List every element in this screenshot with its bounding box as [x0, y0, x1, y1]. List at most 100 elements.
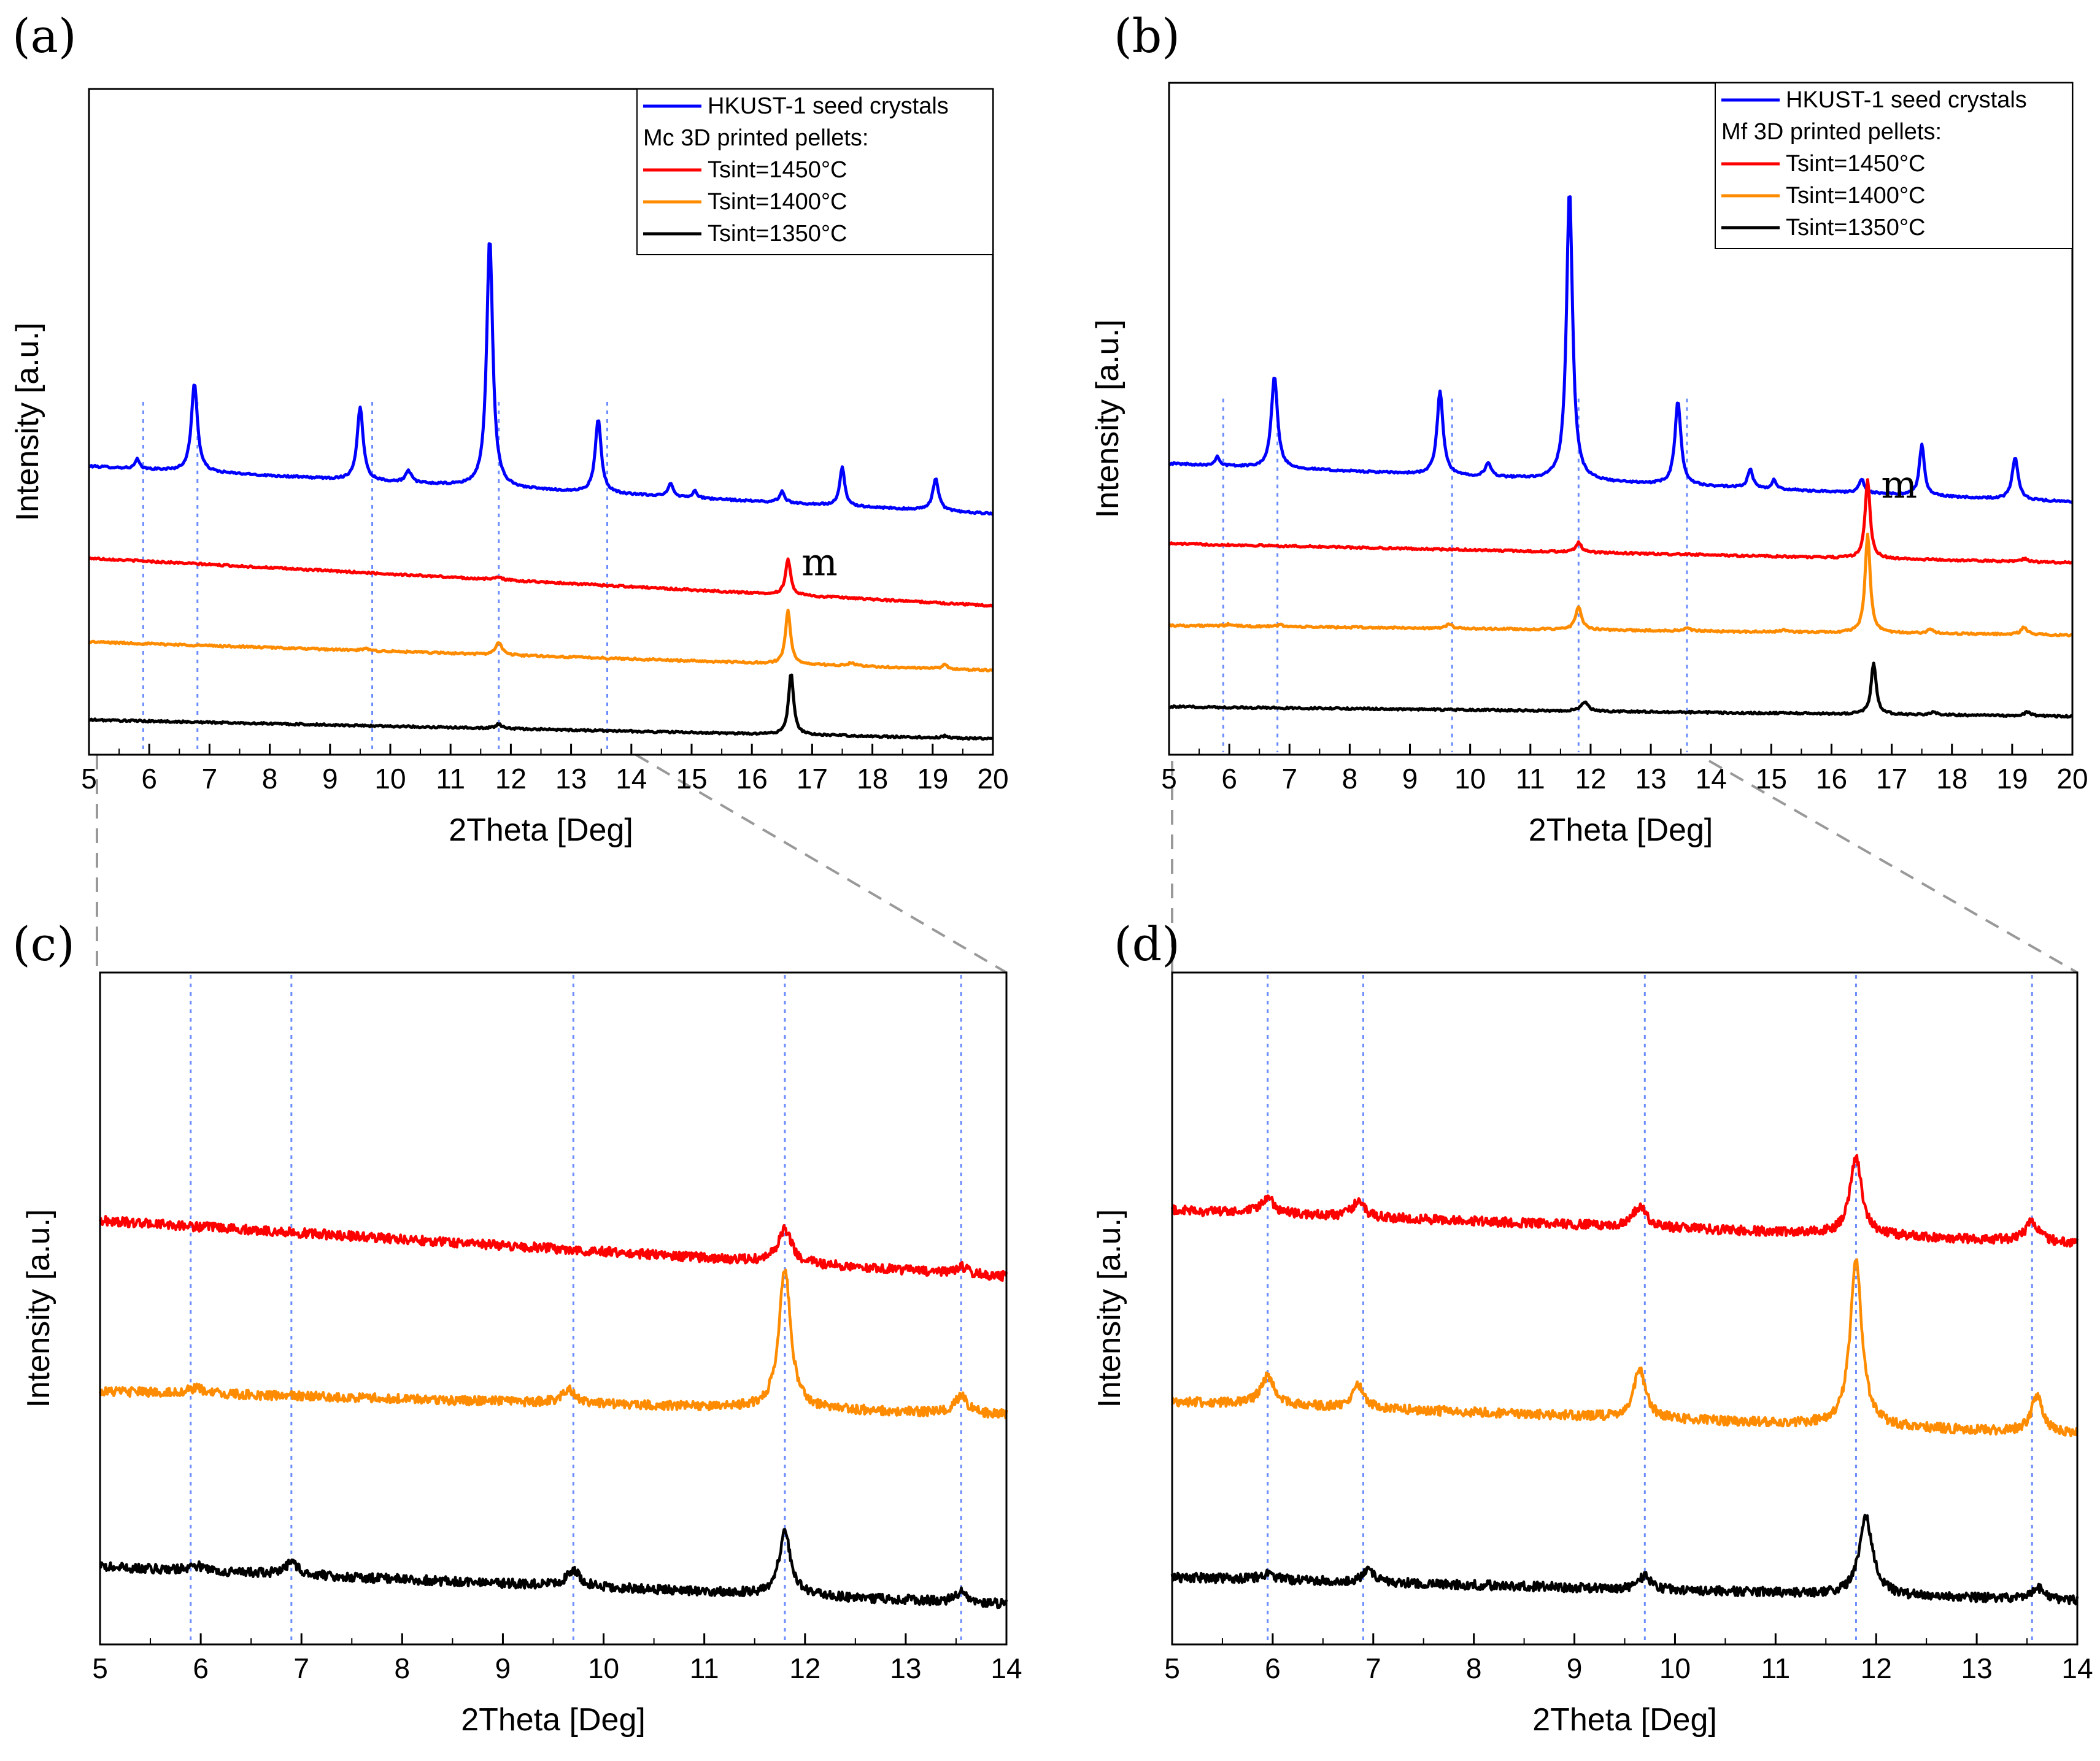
legend-label-a-tsint-1450-c: Tsint=1450°C — [708, 157, 847, 183]
panel-label-a: (a) — [12, 9, 77, 63]
x-tick-label-c-9: 9 — [495, 1652, 511, 1684]
y-axis-title-d: Intensity [a.u.] — [1092, 1209, 1127, 1408]
series-line-b-tsint-1400-c — [1168, 533, 2073, 638]
x-tick-label-a-17: 17 — [797, 763, 828, 795]
x-tick-label-b-7: 7 — [1281, 763, 1297, 795]
x-tick-label-a-6: 6 — [141, 763, 157, 795]
chart-panel-a: (a) m 5 6 7 8 9 10 11 12 13 14 15 16 17 18 19 20 2Theta [D… — [10, 9, 1009, 848]
series-line-d-tsint-1450-c — [1170, 1154, 2079, 1248]
x-tick-label-c-12: 12 — [789, 1652, 820, 1684]
x-tick-label-a-5: 5 — [81, 763, 97, 795]
x-tick-label-a-13: 13 — [555, 763, 587, 795]
x-tick-label-c-13: 13 — [890, 1652, 921, 1684]
series-line-a-tsint-1400-c — [88, 609, 994, 672]
x-axis-title-c: 2Theta [Deg] — [461, 1702, 646, 1738]
x-tick-label-a-15: 15 — [676, 763, 707, 795]
series-line-d-tsint-1350-c — [1170, 1514, 2079, 1606]
x-tick-label-d-11: 11 — [1761, 1652, 1790, 1684]
x-axis-title-b: 2Theta [Deg] — [1529, 812, 1713, 848]
x-tick-label-b-13: 13 — [1635, 763, 1666, 795]
chart-panel-d: (d) 5 6 7 8 9 10 11 12 13 14 2Theta [Deg] Intensity … — [1092, 917, 2093, 1738]
x-tick-label-d-10: 10 — [1659, 1652, 1691, 1684]
x-tick-label-a-18: 18 — [857, 763, 888, 795]
panel-label-b: (b) — [1114, 9, 1180, 63]
legend-box-b — [1715, 82, 2073, 249]
x-tick-label-c-7: 7 — [293, 1652, 309, 1684]
panel-label-d: (d) — [1114, 917, 1180, 971]
x-tick-label-b-15: 15 — [1756, 763, 1787, 795]
x-tick-label-b-8: 8 — [1342, 763, 1358, 795]
legend-subtitle-b: Mf 3D printed pellets: — [1721, 119, 1942, 145]
x-tick-label-b-19: 19 — [1996, 763, 2028, 795]
x-tick-label-a-16: 16 — [736, 763, 768, 795]
x-tick-label-b-5: 5 — [1161, 763, 1177, 795]
x-tick-label-a-19: 19 — [917, 763, 948, 795]
peak-annotation-a: m — [801, 540, 838, 585]
legend-label-b-hkust-1-seed-crystals: HKUST-1 seed crystals — [1786, 87, 2027, 113]
series-line-a-hkust-1-seed-crystals — [88, 242, 994, 516]
chart-panel-b: (b) m 5 6 7 8 9 10 11 12 13 14 15 16 17 18 19 20 2Theta [D… — [1090, 9, 2088, 848]
legend-label-b-tsint-1450-c: Tsint=1450°C — [1786, 151, 1926, 177]
x-tick-label-a-20: 20 — [977, 763, 1008, 795]
x-tick-label-b-6: 6 — [1221, 763, 1237, 795]
x-tick-label-d-13: 13 — [1961, 1652, 1993, 1684]
x-tick-label-b-18: 18 — [1936, 763, 1967, 795]
y-axis-title-a: Intensity [a.u.] — [10, 323, 45, 522]
legend-label-b-tsint-1350-c: Tsint=1350°C — [1786, 215, 1926, 241]
x-tick-label-a-8: 8 — [262, 763, 278, 795]
x-tick-label-c-6: 6 — [193, 1652, 209, 1684]
series-line-c-tsint-1400-c — [98, 1268, 1008, 1420]
panel-label-c: (c) — [12, 917, 75, 971]
x-tick-label-c-8: 8 — [395, 1652, 411, 1684]
zoom-connectors — [96, 753, 2078, 974]
y-axis-title-c: Intensity [a.u.] — [21, 1209, 56, 1408]
x-tick-label-a-10: 10 — [374, 763, 406, 795]
legend-subtitle-a: Mc 3D printed pellets: — [643, 125, 869, 151]
x-tick-label-a-11: 11 — [436, 763, 465, 795]
x-tick-label-c-5: 5 — [92, 1652, 108, 1684]
y-axis-title-b: Intensity [a.u.] — [1090, 320, 1125, 518]
x-tick-label-d-14: 14 — [2061, 1652, 2093, 1684]
x-tick-label-b-17: 17 — [1876, 763, 1907, 795]
x-axis-title-a: 2Theta [Deg] — [449, 812, 633, 848]
x-tick-label-d-6: 6 — [1265, 1652, 1281, 1684]
x-tick-label-c-10: 10 — [588, 1652, 619, 1684]
x-tick-label-b-10: 10 — [1454, 763, 1486, 795]
x-tick-label-d-5: 5 — [1164, 1652, 1180, 1684]
x-tick-label-d-12: 12 — [1861, 1652, 1892, 1684]
zoom-connector-b-right — [1708, 760, 2078, 974]
legend-label-b-tsint-1400-c: Tsint=1400°C — [1786, 183, 1926, 209]
x-tick-label-a-12: 12 — [495, 763, 527, 795]
series-line-b-tsint-1450-c — [1168, 478, 2074, 565]
zoom-connector-a-right — [635, 753, 1008, 974]
x-axis-title-d: 2Theta [Deg] — [1532, 1702, 1717, 1738]
x-tick-label-b-9: 9 — [1402, 763, 1418, 795]
series-line-d-tsint-1400-c — [1172, 1258, 2079, 1438]
legend-box-a — [636, 88, 994, 255]
x-tick-label-b-16: 16 — [1816, 763, 1847, 795]
series-line-c-tsint-1350-c — [99, 1528, 1008, 1609]
x-tick-label-a-14: 14 — [616, 763, 647, 795]
chart-panel-c: (c) 5 6 7 8 9 10 11 12 13 14 2Theta [Deg] Intensity … — [12, 917, 1022, 1738]
x-tick-label-c-11: 11 — [690, 1652, 719, 1684]
series-line-b-hkust-1-seed-crystals — [1168, 195, 2073, 504]
x-tick-label-b-14: 14 — [1696, 763, 1727, 795]
x-tick-label-b-12: 12 — [1575, 763, 1606, 795]
legend-label-a-hkust-1-seed-crystals: HKUST-1 seed crystals — [708, 93, 949, 119]
x-tick-label-b-20: 20 — [2056, 763, 2088, 795]
series-line-b-tsint-1350-c — [1168, 661, 2074, 719]
x-tick-label-d-9: 9 — [1567, 1652, 1583, 1684]
x-tick-label-d-7: 7 — [1365, 1652, 1381, 1684]
x-tick-label-a-7: 7 — [202, 763, 218, 795]
series-line-c-tsint-1450-c — [98, 1215, 1008, 1282]
x-tick-label-c-14: 14 — [990, 1652, 1022, 1684]
series-line-a-tsint-1450-c — [88, 556, 994, 608]
x-tick-label-a-9: 9 — [322, 763, 338, 795]
legend-label-a-tsint-1400-c: Tsint=1400°C — [708, 189, 847, 215]
legend-a: HKUST-1 seed crystals Mc 3D printed pelle… — [636, 88, 994, 255]
legend-b: HKUST-1 seed crystals Mf 3D printed pelle… — [1715, 82, 2073, 249]
series-line-a-tsint-1350-c — [88, 673, 994, 741]
peak-annotation-b: m — [1881, 462, 1917, 507]
